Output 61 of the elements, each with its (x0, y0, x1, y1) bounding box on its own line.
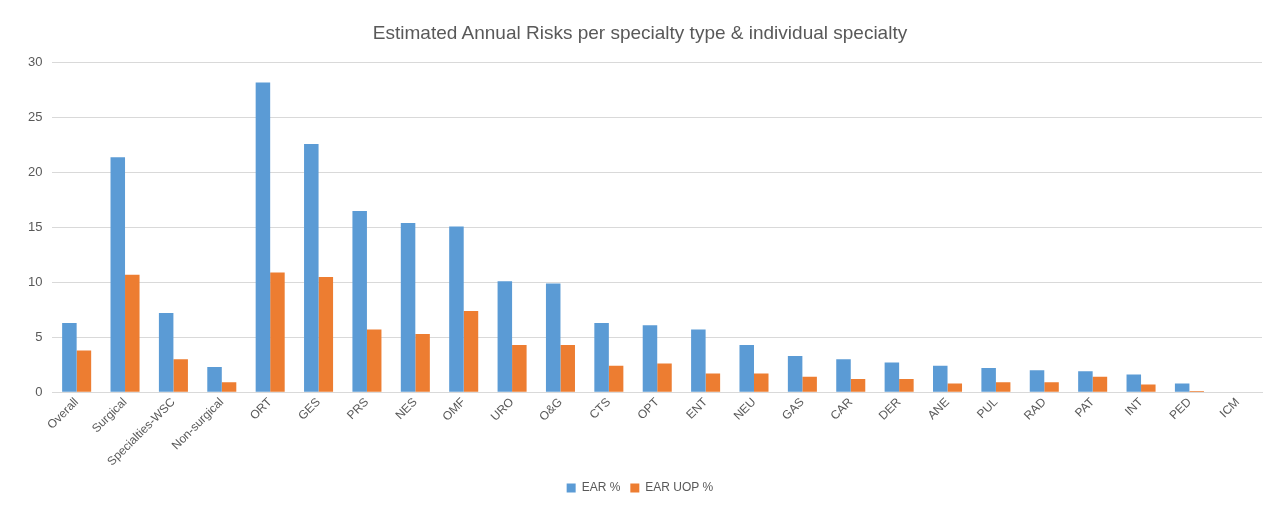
x-tick-label: PAT (1071, 394, 1098, 420)
bar (125, 274, 140, 392)
bar (255, 82, 271, 392)
bar (318, 276, 334, 392)
bar (76, 350, 92, 392)
bar (642, 325, 658, 392)
bar (691, 329, 706, 392)
bar (207, 366, 222, 392)
bar (497, 281, 513, 392)
bar (1126, 374, 1142, 392)
bar (1029, 370, 1045, 392)
y-tick-label: 0 (35, 383, 43, 399)
bar (884, 362, 900, 392)
bar (1044, 382, 1059, 392)
bar (366, 329, 382, 392)
bar (1141, 384, 1156, 392)
bar (594, 323, 609, 392)
y-tick-label: 15 (27, 219, 43, 235)
bar (933, 365, 948, 392)
bar (753, 373, 769, 392)
bar (705, 373, 721, 392)
bar (463, 310, 479, 392)
bar (449, 226, 464, 392)
bar (850, 378, 866, 392)
bar (400, 223, 416, 392)
bar (802, 376, 817, 392)
bar (304, 144, 319, 392)
bar (560, 344, 575, 392)
legend-label: EAR % (581, 480, 621, 495)
bar (739, 344, 754, 392)
y-tick-label: 30 (27, 54, 43, 70)
bar (110, 157, 126, 392)
bar (173, 359, 188, 392)
bar (657, 363, 672, 392)
bar (270, 272, 285, 392)
x-tick-label: INT (1121, 394, 1146, 419)
bar (836, 359, 851, 392)
bar (947, 383, 963, 392)
bar (352, 211, 367, 392)
x-tick-label: PUL (973, 394, 1001, 422)
x-tick-label: CTS (586, 394, 614, 422)
bar (787, 355, 803, 392)
bar (981, 368, 996, 392)
chart-title: Estimated Annual Risks per specialty type & individual specialty (372, 21, 908, 43)
legend-label: EAR UOP % (645, 480, 714, 495)
y-tick-label: 25 (27, 109, 43, 125)
bar (899, 378, 914, 392)
bar (1092, 376, 1108, 392)
bar (415, 333, 430, 392)
y-tick-label: 10 (27, 273, 43, 289)
bar (158, 313, 174, 392)
bar (62, 323, 77, 392)
bar (1174, 383, 1190, 392)
bar (608, 365, 624, 392)
bar (221, 382, 237, 392)
y-tick-label: 20 (27, 164, 43, 180)
bar (995, 382, 1011, 392)
bar (512, 344, 527, 392)
bar (1078, 371, 1093, 392)
y-tick-label: 5 (35, 328, 43, 344)
bar (545, 283, 561, 392)
